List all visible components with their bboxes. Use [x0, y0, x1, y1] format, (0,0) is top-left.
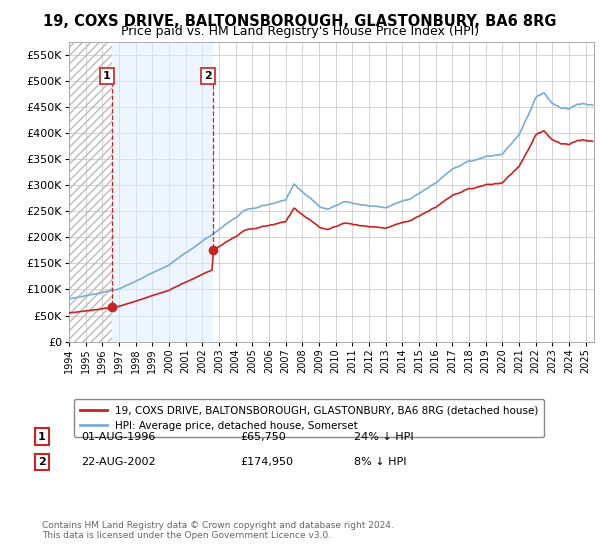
Bar: [112, 42, 213, 342]
Text: 2: 2: [38, 457, 46, 467]
Text: 1: 1: [38, 432, 46, 442]
Text: 8% ↓ HPI: 8% ↓ HPI: [354, 457, 407, 467]
Bar: [69, 42, 112, 342]
Text: 2: 2: [204, 71, 212, 81]
Text: £174,950: £174,950: [240, 457, 293, 467]
Legend: 19, COXS DRIVE, BALTONSBOROUGH, GLASTONBURY, BA6 8RG (detached house), HPI: Aver: 19, COXS DRIVE, BALTONSBOROUGH, GLASTONB…: [74, 399, 544, 437]
Text: £65,750: £65,750: [240, 432, 286, 442]
Text: Contains HM Land Registry data © Crown copyright and database right 2024.
This d: Contains HM Land Registry data © Crown c…: [42, 521, 394, 540]
Text: 24% ↓ HPI: 24% ↓ HPI: [354, 432, 413, 442]
Text: 1: 1: [103, 71, 111, 81]
Text: 22-AUG-2002: 22-AUG-2002: [81, 457, 155, 467]
Text: 01-AUG-1996: 01-AUG-1996: [81, 432, 155, 442]
Text: Price paid vs. HM Land Registry's House Price Index (HPI): Price paid vs. HM Land Registry's House …: [121, 25, 479, 38]
Text: 19, COXS DRIVE, BALTONSBOROUGH, GLASTONBURY, BA6 8RG: 19, COXS DRIVE, BALTONSBOROUGH, GLASTONB…: [43, 14, 557, 29]
